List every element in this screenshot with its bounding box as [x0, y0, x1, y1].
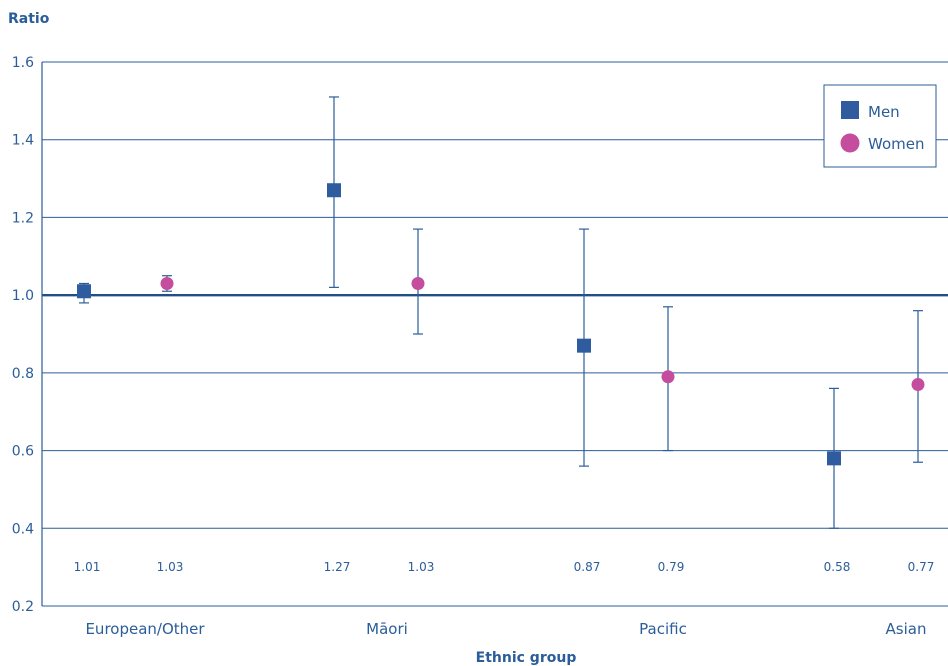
y-tick-labels: 0.2 0.4 0.6 0.8 1.0 1.2 1.4 1.6: [12, 55, 34, 615]
data-markers: [77, 183, 925, 466]
category-labels: European/Other Māori Pacific Asian: [85, 620, 926, 638]
men-point: [327, 183, 341, 198]
legend-men-marker: [841, 101, 859, 119]
men-point: [827, 451, 841, 466]
y-tick-label: 1.4: [12, 133, 34, 149]
category-label: Asian: [886, 620, 927, 638]
y-tick-label: 0.2: [12, 599, 34, 615]
data-labels: 1.01 1.27 0.87 0.58 1.03 1.03 0.79 0.77: [74, 560, 935, 574]
men-point: [77, 284, 91, 299]
legend-box: [823, 84, 937, 168]
men-value-label: 1.01: [74, 560, 101, 574]
men-value-label: 1.27: [324, 560, 351, 574]
y-tick-label: 1.0: [12, 288, 34, 304]
category-label: Pacific: [639, 620, 687, 638]
x-axis-title: Ethnic group: [476, 650, 577, 666]
women-value-label: 0.77: [908, 560, 935, 574]
gridlines: [42, 61, 948, 607]
y-axis-title: Ratio: [8, 11, 50, 27]
legend-men-label: Men: [868, 103, 900, 121]
women-point: [160, 276, 174, 290]
men-value-label: 0.87: [574, 560, 601, 574]
women-value-label: 0.79: [658, 560, 685, 574]
legend-women-marker: [840, 133, 860, 153]
error-bars: [79, 96, 923, 529]
y-tick-label: 0.8: [12, 366, 34, 382]
category-label: European/Other: [85, 620, 205, 638]
legend-women-label: Women: [868, 135, 924, 153]
women-point: [661, 370, 675, 384]
category-label: Māori: [366, 620, 408, 638]
legend: Men Women: [823, 84, 937, 168]
women-point: [911, 378, 925, 392]
y-tick-label: 1.2: [12, 210, 34, 226]
men-point: [577, 338, 591, 353]
women-value-label: 1.03: [408, 560, 435, 574]
women-value-label: 1.03: [157, 560, 184, 574]
women-point: [411, 276, 425, 290]
y-tick-label: 0.6: [12, 444, 34, 460]
y-tick-label: 1.6: [12, 55, 34, 71]
men-value-label: 0.58: [824, 560, 851, 574]
y-tick-label: 0.4: [12, 521, 34, 537]
